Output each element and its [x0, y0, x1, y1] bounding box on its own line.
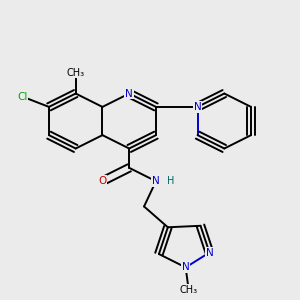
- Text: O: O: [98, 176, 106, 186]
- Text: N: N: [182, 262, 190, 272]
- Text: N: N: [194, 102, 201, 112]
- Text: CH₃: CH₃: [180, 285, 198, 295]
- Text: N: N: [125, 88, 133, 98]
- Text: N: N: [152, 176, 160, 186]
- Text: H: H: [167, 176, 175, 186]
- Text: CH₃: CH₃: [67, 68, 85, 78]
- Text: N: N: [206, 248, 213, 257]
- Text: Cl: Cl: [17, 92, 27, 101]
